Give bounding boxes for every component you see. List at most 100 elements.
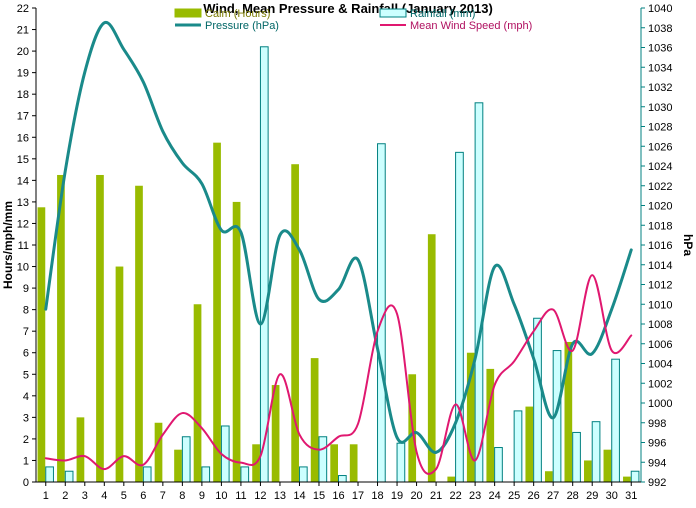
y2-axis-title: hPa bbox=[681, 234, 695, 256]
calm-bar bbox=[584, 460, 592, 482]
rainfall-bar bbox=[533, 317, 542, 483]
rainfall-bar bbox=[201, 466, 211, 483]
rainfall-bar bbox=[455, 151, 464, 483]
rainfall-bar bbox=[64, 470, 74, 483]
calm-bar bbox=[330, 444, 338, 482]
calm-bar bbox=[525, 406, 534, 482]
y-tick-label: 16 bbox=[17, 132, 29, 144]
legend-label: Calm (Hours) bbox=[205, 8, 270, 20]
x-tick-label: 17 bbox=[352, 490, 364, 502]
calm-bar bbox=[57, 174, 65, 482]
rainfall-bar bbox=[259, 46, 269, 483]
legend-label: Pressure (hPa) bbox=[205, 20, 279, 32]
y2-tick-label: 1030 bbox=[648, 102, 672, 114]
x-tick-label: 18 bbox=[371, 490, 383, 502]
x-tick-label: 20 bbox=[410, 490, 422, 502]
y2-tick-label: 994 bbox=[648, 457, 666, 469]
y2-tick-label: 1028 bbox=[648, 122, 672, 134]
bars-layer bbox=[37, 46, 640, 483]
pressure-line bbox=[44, 20, 633, 454]
rainfall-bar bbox=[142, 466, 152, 483]
x-tick-label: 19 bbox=[391, 490, 403, 502]
x-tick-label: 29 bbox=[586, 490, 598, 502]
y-tick-label: 17 bbox=[17, 111, 29, 123]
legend-label: Mean Wind Speed (mph) bbox=[410, 20, 532, 32]
y-tick-label: 19 bbox=[17, 68, 29, 80]
y-tick-label: 4 bbox=[23, 391, 29, 403]
calm-bar bbox=[544, 471, 553, 482]
right-ticks: 992 994 996 998 1000 1002 1004 1006 1008 1010 1012… bbox=[641, 3, 672, 489]
y2-tick-label: 1034 bbox=[648, 62, 672, 74]
y2-tick-label: 1032 bbox=[648, 82, 672, 94]
x-tick-label: 9 bbox=[199, 490, 205, 502]
y-tick-label: 18 bbox=[17, 89, 29, 101]
y-tick-label: 21 bbox=[17, 25, 29, 37]
rainfall-bar bbox=[572, 431, 581, 483]
x-tick-label: 30 bbox=[606, 490, 618, 502]
y-tick-label: 13 bbox=[17, 197, 29, 209]
chart-title: Wind, Mean Pressure & Rainfall (January … bbox=[203, 1, 493, 16]
x-tick-label: 22 bbox=[449, 490, 461, 502]
calm-bar bbox=[447, 476, 456, 482]
y2-tick-label: 1036 bbox=[648, 43, 672, 55]
legend-swatch bbox=[174, 8, 202, 18]
calm-bar bbox=[154, 422, 163, 482]
rainfall-bar bbox=[513, 410, 523, 483]
y-tick-label: 9 bbox=[23, 283, 29, 295]
x-tick-label: 24 bbox=[489, 490, 501, 502]
x-tick-label: 13 bbox=[274, 490, 286, 502]
x-tick-label: 7 bbox=[160, 490, 166, 502]
x-tick-label: 27 bbox=[547, 490, 559, 502]
rainfall-bar bbox=[318, 436, 328, 483]
y-tick-label: 3 bbox=[23, 412, 29, 424]
calm-bar bbox=[291, 164, 299, 483]
rainfall-bar bbox=[181, 436, 191, 483]
rainfall-bar bbox=[630, 470, 640, 483]
x-tick-label: 26 bbox=[528, 490, 540, 502]
rainfall-bar bbox=[494, 447, 503, 483]
y2-tick-label: 1018 bbox=[648, 220, 672, 232]
calm-bar bbox=[96, 174, 104, 482]
rainfall-bar bbox=[45, 466, 54, 483]
y2-tick-label: 1006 bbox=[648, 339, 672, 351]
y2-tick-label: 1022 bbox=[648, 181, 672, 193]
y2-tick-label: 1020 bbox=[648, 201, 672, 213]
x-tick-label: 6 bbox=[140, 490, 146, 502]
calm-bar bbox=[349, 444, 358, 482]
x-ticks: 1 2 3 4 5 6 7 8 9 10 11 12 13 14 15 16 17 18 19 20 21 22 23 24 2… bbox=[43, 482, 637, 502]
calm-bar bbox=[115, 266, 124, 482]
y2-tick-label: 1004 bbox=[648, 359, 672, 371]
y-tick-label: 10 bbox=[17, 262, 29, 274]
y-tick-label: 15 bbox=[17, 154, 29, 166]
y2-tick-label: 998 bbox=[648, 418, 666, 430]
lines-layer bbox=[44, 20, 633, 475]
y-tick-label: 12 bbox=[17, 218, 29, 230]
y-axis-title: Hours/mph/mm bbox=[1, 201, 15, 289]
calm-bar bbox=[310, 358, 319, 482]
y-tick-label: 14 bbox=[17, 175, 29, 187]
x-tick-label: 28 bbox=[567, 490, 579, 502]
y2-tick-label: 996 bbox=[648, 438, 666, 450]
legend: Calm (Hours) Rainfall (mm) Pressure (hPa) M… bbox=[174, 8, 532, 32]
rainfall-bar bbox=[338, 475, 347, 483]
rainfall-bar bbox=[474, 102, 484, 483]
rainfall-bar bbox=[611, 358, 620, 483]
calm-bar bbox=[466, 352, 475, 482]
rainfall-bar bbox=[591, 421, 601, 483]
x-tick-label: 15 bbox=[313, 490, 325, 502]
legend-swatch bbox=[379, 8, 407, 18]
rainfall-bar bbox=[298, 466, 308, 483]
calm-bar bbox=[193, 304, 202, 482]
calm-bar bbox=[271, 385, 280, 482]
y2-tick-label: 1026 bbox=[648, 141, 672, 153]
x-tick-label: 25 bbox=[508, 490, 520, 502]
calm-bar bbox=[135, 185, 143, 482]
calm-bar bbox=[37, 207, 46, 482]
y-tick-label: 0 bbox=[23, 477, 29, 489]
y-tick-label: 6 bbox=[23, 348, 29, 360]
y-tick-label: 1 bbox=[23, 455, 29, 467]
x-tick-label: 8 bbox=[179, 490, 185, 502]
calm-bar bbox=[427, 234, 436, 482]
